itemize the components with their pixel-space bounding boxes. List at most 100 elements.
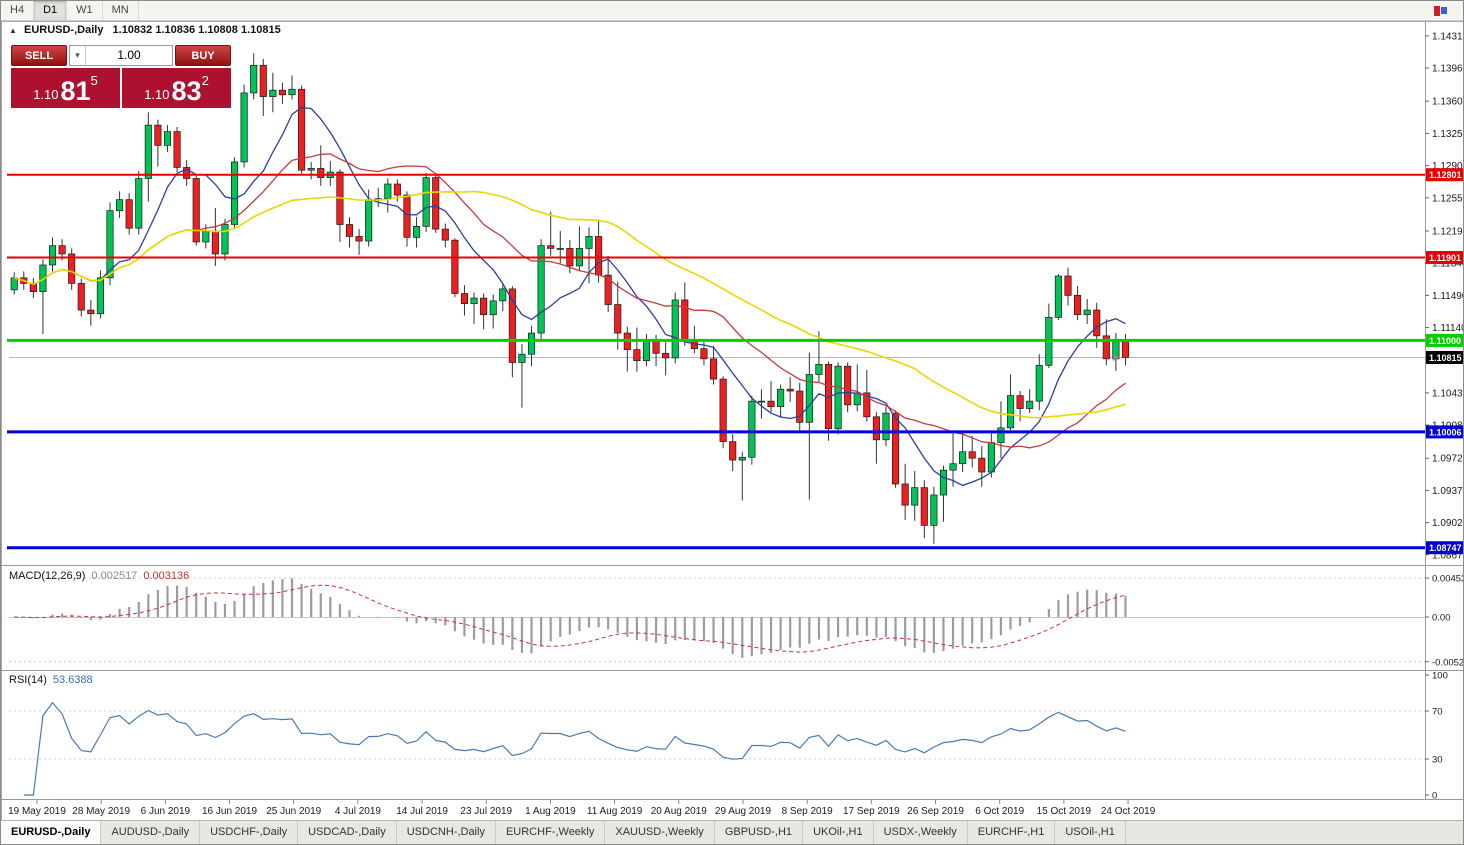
svg-text:1 Aug 2019: 1 Aug 2019 (525, 806, 576, 817)
horizontal-level-lines (7, 173, 1425, 550)
tab-usdchf-daily[interactable]: USDCHF-,Daily (200, 821, 299, 844)
sell-price-point: 5 (90, 73, 98, 88)
svg-text:1.12550: 1.12550 (1432, 193, 1464, 204)
svg-text:1.08747: 1.08747 (1429, 543, 1462, 553)
svg-text:0.004536: 0.004536 (1432, 573, 1464, 584)
one-click-panel-toggle-icon[interactable]: ▲ (9, 26, 17, 35)
svg-text:100: 100 (1432, 671, 1448, 682)
svg-text:1.13960: 1.13960 (1432, 64, 1464, 75)
tab-eurchf-weekly[interactable]: EURCHF-,Weekly (496, 821, 606, 844)
svg-text:1.09020: 1.09020 (1432, 518, 1464, 529)
buy-button[interactable]: BUY (175, 45, 231, 66)
svg-text:1.13250: 1.13250 (1432, 129, 1464, 140)
tab-eurchf-h1[interactable]: EURCHF-,H1 (968, 821, 1056, 844)
svg-text:1.09720: 1.09720 (1432, 454, 1464, 465)
price-chart-canvas[interactable]: 1.14310 1.13960 1.13600 1.13250 1.12900 1.125… (1, 21, 1464, 821)
svg-text:23 Jul 2019: 23 Jul 2019 (460, 806, 512, 817)
svg-text:1.10006: 1.10006 (1429, 427, 1462, 437)
tab-usdcnh-daily[interactable]: USDCNH-,Daily (397, 821, 496, 844)
rsi-name: RSI(14) (9, 674, 47, 686)
svg-text:1.09370: 1.09370 (1432, 486, 1464, 497)
svg-text:1.11490: 1.11490 (1432, 291, 1464, 302)
sell-button[interactable]: SELL (11, 45, 67, 66)
timeframe-d1-button[interactable]: D1 (34, 1, 68, 20)
macd-panel: 0.004536 0.00 -0.005205 (9, 573, 1464, 668)
svg-text:17 Sep 2019: 17 Sep 2019 (843, 806, 900, 817)
svg-text:29 Aug 2019: 29 Aug 2019 (715, 806, 772, 817)
timeframe-h4-button[interactable]: H4 (1, 1, 35, 20)
buy-price-display[interactable]: 1.10 83 2 (122, 68, 231, 108)
svg-text:1.12900: 1.12900 (1432, 161, 1464, 172)
timeframe-w1-button[interactable]: W1 (67, 1, 103, 20)
svg-text:1.11901: 1.11901 (1429, 253, 1461, 263)
sell-price-display[interactable]: 1.10 81 5 (11, 68, 120, 108)
svg-text:1.08670: 1.08670 (1432, 550, 1464, 561)
trade-panel-prices: 1.10 81 5 1.10 83 2 (11, 68, 231, 108)
tab-gbpusd-h1[interactable]: GBPUSD-,H1 (715, 821, 804, 844)
svg-text:1.11840: 1.11840 (1432, 259, 1464, 270)
red-candle-glyph (1434, 5, 1440, 16)
svg-text:1.12801: 1.12801 (1429, 170, 1462, 180)
svg-text:24 Oct 2019: 24 Oct 2019 (1101, 806, 1156, 817)
buy-price-point: 2 (201, 73, 209, 88)
svg-text:1.10815: 1.10815 (1429, 353, 1462, 363)
svg-text:19 May 2019: 19 May 2019 (8, 806, 66, 817)
price-axis-labels: 1.12801 1.11901 1.11000 1.10006 1.08747 1.108… (1113, 168, 1463, 555)
one-click-trading-panel: SELL ▾ 1.00 BUY 1.10 81 5 1.10 83 2 (11, 45, 231, 108)
tab-usdcad-daily[interactable]: USDCAD-,Daily (298, 821, 397, 844)
sell-price-pips: 81 (60, 76, 91, 107)
trade-panel-controls: SELL ▾ 1.00 BUY (11, 45, 231, 66)
current-price-arrow (1113, 353, 1120, 361)
svg-text:1.12190: 1.12190 (1432, 226, 1464, 237)
svg-text:8 Sep 2019: 8 Sep 2019 (782, 806, 834, 817)
svg-text:70: 70 (1432, 707, 1443, 718)
rsi-indicator-label: RSI(14) 53.6388 (9, 674, 93, 686)
svg-text:1.11140: 1.11140 (1432, 323, 1464, 334)
svg-text:1.14310: 1.14310 (1432, 31, 1464, 42)
lot-dropdown-icon[interactable]: ▾ (70, 46, 86, 65)
svg-text:6 Jun 2019: 6 Jun 2019 (141, 806, 191, 817)
svg-text:6 Oct 2019: 6 Oct 2019 (975, 806, 1024, 817)
lot-size-value[interactable]: 1.00 (117, 48, 141, 62)
tab-xauusd-weekly[interactable]: XAUUSD-,Weekly (605, 821, 715, 844)
chart-symbol-period: EURUSD-,Daily (23, 24, 104, 36)
chart-frame (1, 21, 1463, 821)
tab-ukoil-h1[interactable]: UKOil-,H1 (803, 821, 874, 844)
svg-text:25 Jun 2019: 25 Jun 2019 (266, 806, 321, 817)
lot-size-field[interactable]: ▾ 1.00 (69, 45, 173, 66)
svg-text:20 Aug 2019: 20 Aug 2019 (651, 806, 708, 817)
chart-tab-bar: EURUSD-,Daily AUDUSD-,Daily USDCHF-,Daily U… (1, 820, 1463, 844)
buy-price-base: 1.10 (144, 87, 170, 102)
svg-text:1.10430: 1.10430 (1432, 388, 1464, 399)
rsi-panel: 100 70 30 0 (9, 671, 1448, 802)
svg-text:16 Jun 2019: 16 Jun 2019 (202, 806, 257, 817)
macd-indicator-label: MACD(12,26,9) 0.002517 0.003136 (9, 570, 189, 582)
timeframe-mn-button[interactable]: MN (103, 1, 139, 20)
macd-name: MACD(12,26,9) (9, 570, 86, 582)
buy-price-pips: 83 (171, 76, 202, 107)
blue-candle-glyph (1441, 7, 1447, 14)
date-axis: 19 May 2019 28 May 2019 6 Jun 2019 16 Jun 2… (8, 800, 1156, 817)
candlestick-mode-icon[interactable] (1434, 5, 1447, 16)
svg-text:4 Jul 2019: 4 Jul 2019 (335, 806, 382, 817)
svg-text:15 Oct 2019: 15 Oct 2019 (1037, 806, 1092, 817)
rsi-value: 53.6388 (52, 674, 93, 686)
tab-usoil-h1[interactable]: USOil-,H1 (1055, 821, 1126, 844)
chart-title: ▲ EURUSD-,Daily 1.10832 1.10836 1.10808 … (9, 24, 281, 36)
chart-area[interactable]: 1.14310 1.13960 1.13600 1.13250 1.12900 1.125… (1, 21, 1464, 822)
svg-text:1.11000: 1.11000 (1429, 336, 1461, 346)
tab-audusd-daily[interactable]: AUDUSD-,Daily (101, 821, 201, 844)
svg-text:28 May 2019: 28 May 2019 (72, 806, 130, 817)
svg-text:11 Aug 2019: 11 Aug 2019 (587, 806, 643, 817)
macd-main-value: 0.002517 (91, 570, 138, 582)
macd-signal-value: 0.003136 (143, 570, 190, 582)
svg-text:30: 30 (1432, 755, 1443, 766)
svg-text:-0.005205: -0.005205 (1432, 657, 1464, 668)
svg-text:0.00: 0.00 (1432, 613, 1451, 624)
svg-text:14 Jul 2019: 14 Jul 2019 (396, 806, 448, 817)
chart-ohlc-values: 1.10832 1.10836 1.10808 1.10815 (112, 24, 281, 36)
tab-eurusd-daily[interactable]: EURUSD-,Daily (1, 821, 102, 844)
tab-usdx-weekly[interactable]: USDX-,Weekly (874, 821, 968, 844)
svg-text:1.13600: 1.13600 (1432, 97, 1464, 108)
